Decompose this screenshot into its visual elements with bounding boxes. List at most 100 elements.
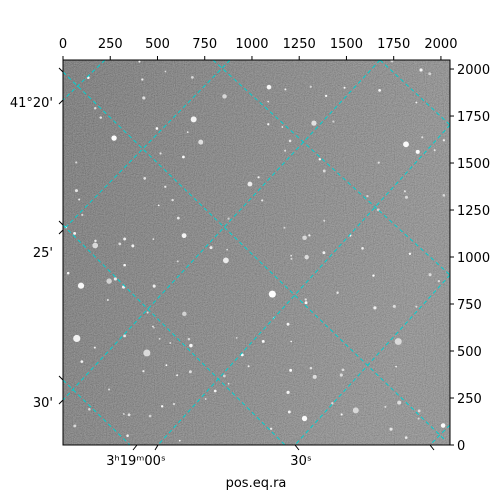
star xyxy=(373,306,377,310)
star xyxy=(164,185,167,188)
star xyxy=(88,407,91,411)
star xyxy=(176,216,180,220)
star xyxy=(415,149,420,154)
star xyxy=(157,204,160,207)
star xyxy=(395,365,397,368)
world-x-label: 3ʰ19ᵐ00ˢ xyxy=(106,454,166,469)
star xyxy=(190,76,194,79)
star xyxy=(287,410,291,414)
star xyxy=(415,101,418,104)
star xyxy=(209,246,213,250)
star xyxy=(267,100,270,103)
x-tick-label: 0 xyxy=(59,37,67,52)
star xyxy=(281,126,284,128)
star xyxy=(158,337,161,340)
star xyxy=(222,374,226,378)
star xyxy=(123,334,127,338)
star xyxy=(213,389,217,393)
x-tick-label: 500 xyxy=(145,37,170,52)
y-tick-label: 1250 xyxy=(457,204,490,219)
y-tick-label: 750 xyxy=(457,298,482,313)
star xyxy=(290,254,292,257)
star xyxy=(152,238,155,241)
star xyxy=(390,60,394,63)
star xyxy=(111,135,117,141)
star xyxy=(415,305,418,308)
star xyxy=(304,298,307,301)
star xyxy=(94,107,97,110)
star xyxy=(318,158,322,161)
star xyxy=(164,70,167,73)
star xyxy=(155,127,159,130)
star xyxy=(304,301,308,305)
star xyxy=(290,257,293,260)
star xyxy=(182,155,185,159)
star xyxy=(146,311,149,314)
star xyxy=(404,436,408,439)
star xyxy=(123,413,125,415)
y-tick-label: 0 xyxy=(457,439,465,454)
star xyxy=(143,177,147,180)
star xyxy=(403,141,409,148)
star xyxy=(343,86,346,89)
star xyxy=(181,233,187,239)
star xyxy=(77,282,85,289)
star xyxy=(107,388,111,391)
star xyxy=(309,85,312,88)
star xyxy=(284,149,287,152)
star xyxy=(361,247,364,250)
star xyxy=(178,439,181,442)
star xyxy=(394,338,402,346)
star xyxy=(440,423,446,428)
world-x-label: 30ˢ xyxy=(290,454,312,469)
star xyxy=(324,94,328,98)
x-tick-label: 2000 xyxy=(424,37,457,52)
star xyxy=(142,96,146,100)
star xyxy=(340,413,343,416)
star xyxy=(268,290,276,298)
star xyxy=(267,123,270,126)
star xyxy=(113,277,117,281)
star xyxy=(392,304,396,308)
star xyxy=(247,365,250,368)
star xyxy=(99,116,103,119)
star xyxy=(74,189,78,193)
star xyxy=(123,237,127,241)
y-tick-label: 1750 xyxy=(457,110,490,125)
star xyxy=(75,161,78,164)
star xyxy=(94,239,97,243)
star xyxy=(106,278,112,284)
star xyxy=(226,248,228,251)
star xyxy=(290,340,292,343)
star xyxy=(176,374,179,377)
star xyxy=(322,169,326,173)
star xyxy=(312,374,317,379)
star xyxy=(159,152,162,155)
star xyxy=(152,325,154,328)
star xyxy=(171,198,174,202)
world-y-label: 30' xyxy=(33,396,53,411)
x-tick-label: 1500 xyxy=(330,37,363,52)
star xyxy=(311,120,317,126)
star xyxy=(172,402,176,406)
y-tick-label: 2000 xyxy=(457,63,490,78)
star xyxy=(442,139,446,142)
x-axis-label: pos.eq.ra xyxy=(226,476,287,491)
star xyxy=(138,60,141,63)
star xyxy=(141,78,144,81)
star xyxy=(66,271,70,275)
star xyxy=(198,139,204,145)
star xyxy=(442,194,446,197)
world-y-label: 41°20' xyxy=(10,96,53,111)
star xyxy=(93,346,96,349)
star xyxy=(189,343,193,348)
star xyxy=(227,217,230,220)
star xyxy=(336,291,339,294)
image xyxy=(63,60,450,445)
star xyxy=(123,263,126,267)
star xyxy=(247,181,253,187)
frame xyxy=(62,59,451,446)
star xyxy=(73,334,81,342)
star xyxy=(222,94,227,99)
